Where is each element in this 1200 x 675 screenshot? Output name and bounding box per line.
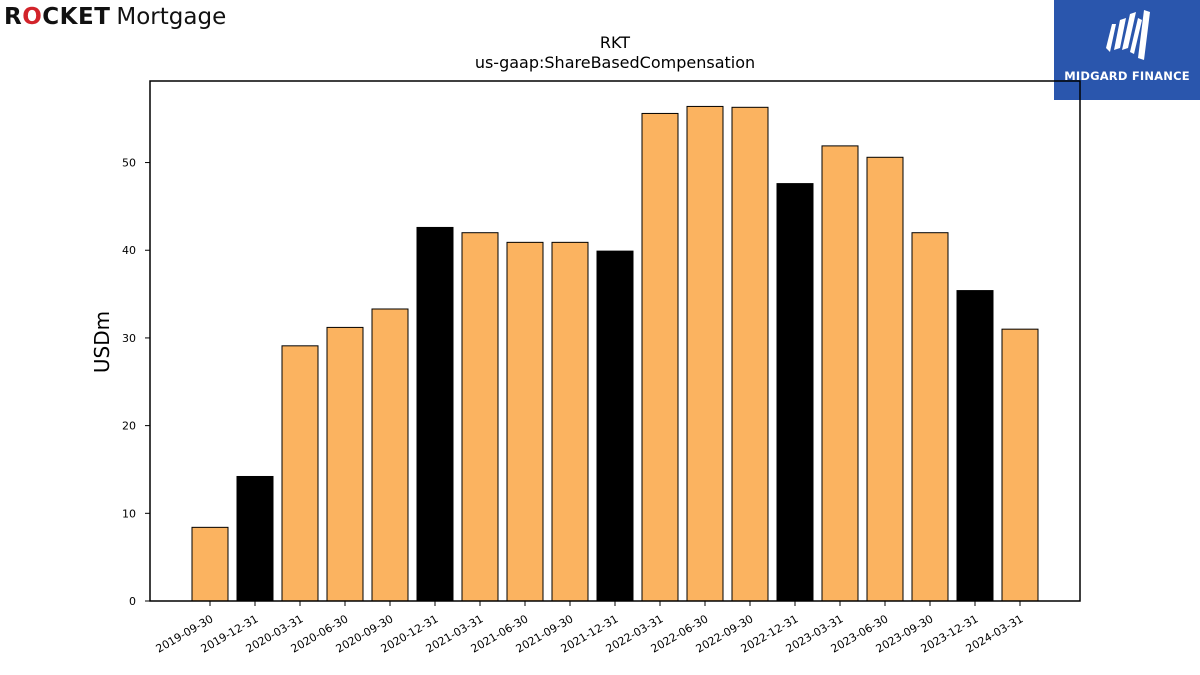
y-tick-label: 0 [129, 595, 136, 608]
bar-2021-12-31 [596, 250, 634, 602]
bar-2022-06-30 [686, 105, 724, 602]
plot-frame [149, 80, 1081, 602]
bar-2019-09-30 [191, 526, 229, 602]
bar-2019-12-31 [236, 475, 274, 602]
chart-subtitle: us-gaap:ShareBasedCompensation [475, 53, 755, 72]
bars-group [191, 105, 1039, 602]
y-axis-label: USDm [90, 311, 114, 373]
bar-2021-06-30 [506, 241, 544, 602]
midgard-finance-logo: MIDGARD FINANCE [1054, 0, 1200, 100]
bar-2024-03-31 [1001, 328, 1039, 602]
y-tick-label: 30 [122, 332, 136, 345]
bar-2022-12-31 [776, 183, 814, 602]
midgard-finance-label: MIDGARD FINANCE [1064, 69, 1190, 83]
rocket-mortgage-logo: ROCKET Mortgage [4, 2, 226, 32]
y-tick-label: 10 [122, 507, 136, 520]
y-tick-label: 40 [122, 244, 136, 257]
rocket-ring-letter: O [22, 4, 43, 30]
bar-2021-03-31 [461, 232, 499, 602]
y-tick-label: 20 [122, 420, 136, 433]
y-tick-label: 50 [122, 157, 136, 170]
midgard-emblem-icon [1106, 10, 1150, 60]
bar-2020-06-30 [326, 326, 364, 602]
bar-2020-03-31 [281, 345, 319, 602]
rocket-wordmark: ROCKET [4, 4, 111, 30]
x-axis: 2019-09-302019-12-312020-03-312020-06-30… [154, 601, 1026, 656]
bar-2023-09-30 [911, 232, 949, 602]
mortgage-wordmark: Mortgage [116, 4, 227, 30]
bar-2020-09-30 [371, 308, 409, 602]
bar-2020-12-31 [416, 226, 454, 602]
bar-2023-06-30 [866, 156, 904, 602]
bar-2023-12-31 [956, 290, 994, 602]
bar-2023-03-31 [821, 145, 859, 602]
bar-2022-09-30 [731, 106, 769, 602]
chart-title: RKT [600, 33, 630, 52]
y-axis: 0 10 20 30 40 50 [122, 157, 150, 608]
bar-2022-03-31 [641, 112, 679, 602]
bar-2021-09-30 [551, 241, 589, 602]
